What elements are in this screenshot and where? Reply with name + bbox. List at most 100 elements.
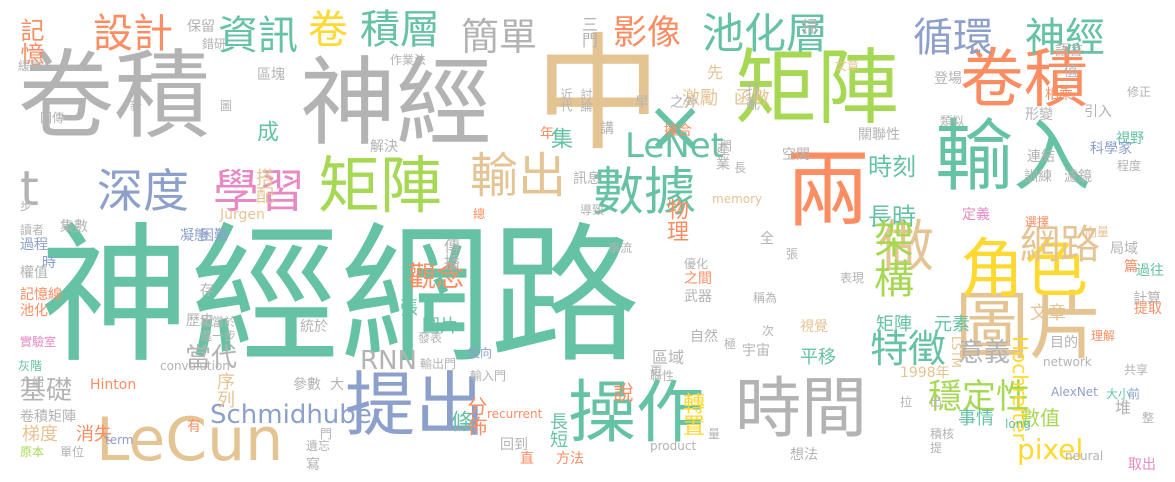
word-cloud-term: 訊息	[573, 171, 601, 187]
word-cloud-term: 講	[600, 121, 614, 137]
word-cloud-term: 前	[1128, 387, 1141, 401]
word-cloud-term: 網路	[1020, 222, 1100, 268]
word-cloud-term: Schmidhuber	[210, 400, 383, 430]
word-cloud-term: 提	[930, 441, 943, 455]
word-cloud-term: 取出	[1128, 457, 1156, 473]
word-cloud-term: Hochreiter	[1008, 336, 1032, 441]
word-cloud-term: 積核	[930, 427, 955, 441]
word-cloud-term: 相乘	[1045, 87, 1073, 103]
word-cloud-term: 作業法	[390, 53, 427, 67]
word-cloud-term: 張	[786, 247, 799, 261]
word-cloud-term: neural	[1065, 449, 1104, 463]
word-cloud-term: 神經網路	[40, 210, 641, 384]
word-cloud-term: 單位	[60, 445, 85, 459]
word-cloud-term: 後向	[468, 346, 493, 360]
word-cloud-term: 穩定性	[928, 377, 1030, 417]
word-cloud-term: 訓練	[1024, 169, 1052, 185]
word-cloud-term: 輸入	[935, 112, 1092, 202]
word-cloud-term: 設計	[93, 11, 173, 57]
word-cloud-term: 相當於	[200, 315, 237, 329]
word-cloud-term: 遺忘	[306, 439, 331, 453]
word-cloud-term: 卷積	[18, 40, 210, 152]
word-cloud-term: 有	[187, 419, 201, 435]
word-cloud-term: 解決	[370, 139, 398, 155]
word-cloud-term: 視覺	[800, 319, 828, 335]
word-cloud-term: 武器	[684, 289, 712, 305]
word-cloud-term: 函數	[734, 88, 770, 109]
word-cloud-term: recurrent	[487, 407, 543, 421]
word-cloud-term: 學習	[213, 164, 305, 218]
word-cloud-term: 介紹	[20, 375, 45, 389]
word-cloud-term: 文章	[835, 59, 860, 73]
word-cloud-term: 過程	[20, 237, 48, 253]
word-cloud-term: 1998年	[900, 365, 950, 381]
word-cloud-term: 矩陣	[876, 314, 912, 335]
word-cloud-term: 寫	[306, 457, 320, 473]
word-cloud-term: 統於	[300, 319, 328, 335]
word-cloud-term: 記憶線	[20, 287, 62, 303]
word-cloud-term: 提出	[345, 364, 485, 446]
word-cloud-term: 圖片	[422, 316, 458, 337]
word-cloud-term: 討論	[579, 88, 593, 112]
word-cloud-term: 濾鏡	[1064, 169, 1092, 185]
word-cloud-term: 觀念	[408, 260, 465, 293]
word-cloud-term: 記憶	[16, 18, 44, 66]
word-cloud-term: 向量	[1085, 225, 1110, 239]
word-cloud-term: 總	[473, 207, 486, 221]
word-cloud-term: 區塊	[257, 67, 285, 83]
word-cloud-term: 早	[635, 95, 649, 111]
word-cloud-term: 說	[610, 382, 634, 402]
word-cloud-term: network	[1043, 355, 1092, 369]
word-cloud-term: ×	[645, 84, 706, 168]
word-cloud-term: 堆	[1115, 398, 1132, 417]
word-cloud-term: 分佈	[464, 396, 488, 436]
word-cloud-term: pixel	[1017, 433, 1084, 466]
word-cloud-term: 凝態	[180, 228, 208, 244]
word-cloud-term: 選擇	[1025, 215, 1050, 229]
word-cloud-term: 拉	[900, 395, 913, 409]
word-cloud-term: 想法	[790, 447, 818, 463]
word-cloud-term: 回到	[500, 437, 528, 453]
word-cloud-term: 引入	[1084, 104, 1112, 120]
word-cloud-term: 資訊	[218, 13, 298, 59]
word-cloud-term: 連結	[1027, 149, 1055, 165]
word-cloud-term: 提取	[1134, 301, 1162, 317]
word-cloud-term: 科學家	[1090, 141, 1132, 157]
word-cloud-term: 輸入門	[470, 369, 507, 383]
word-cloud-term: 三門	[579, 16, 598, 48]
word-cloud-term: 步	[20, 199, 33, 213]
word-cloud-term: 門	[320, 427, 333, 441]
word-cloud-term: 影像	[613, 13, 681, 53]
word-cloud-term: 全	[760, 231, 774, 247]
word-cloud-term: 導致	[580, 203, 605, 217]
word-cloud-term: term	[105, 433, 134, 447]
word-cloud-term: 神經	[300, 47, 492, 159]
word-cloud-term: 成	[253, 120, 278, 142]
word-cloud-term: 事情	[958, 408, 994, 429]
word-cloud-term: 平移	[800, 347, 836, 368]
word-cloud-term: 理解	[1091, 329, 1116, 343]
word-cloud-term: 類似	[940, 114, 965, 128]
word-cloud-term: 優化	[684, 257, 709, 271]
word-cloud-term: Jürgen	[220, 207, 265, 223]
word-cloud-term: 產業	[714, 142, 730, 170]
word-cloud-term: 條	[447, 410, 472, 432]
word-cloud-term: 積層	[360, 7, 440, 53]
word-cloud-term: 錯研	[202, 37, 227, 51]
word-cloud-term: 之間	[684, 271, 712, 287]
word-cloud-term: 擁合	[664, 123, 692, 139]
word-cloud-term: 空間	[782, 147, 810, 163]
word-cloud-term: 集數	[60, 219, 88, 235]
word-cloud-term: 卷積	[960, 43, 1088, 117]
word-cloud-term: 池化層	[702, 9, 829, 58]
word-cloud-term: 程度	[1117, 159, 1142, 173]
word-cloud-term: memory	[712, 192, 763, 206]
word-cloud-term: 兩	[786, 141, 871, 239]
word-cloud-term: 卷積矩陣	[20, 409, 76, 425]
word-cloud-term: 打亂	[744, 82, 760, 110]
word-cloud-term: 文章	[1030, 303, 1066, 324]
word-cloud-term: 出	[930, 395, 943, 409]
word-cloud-term: 年	[540, 126, 554, 142]
word-cloud-term: 存	[200, 283, 214, 299]
word-cloud-term: 輸出	[470, 148, 567, 204]
